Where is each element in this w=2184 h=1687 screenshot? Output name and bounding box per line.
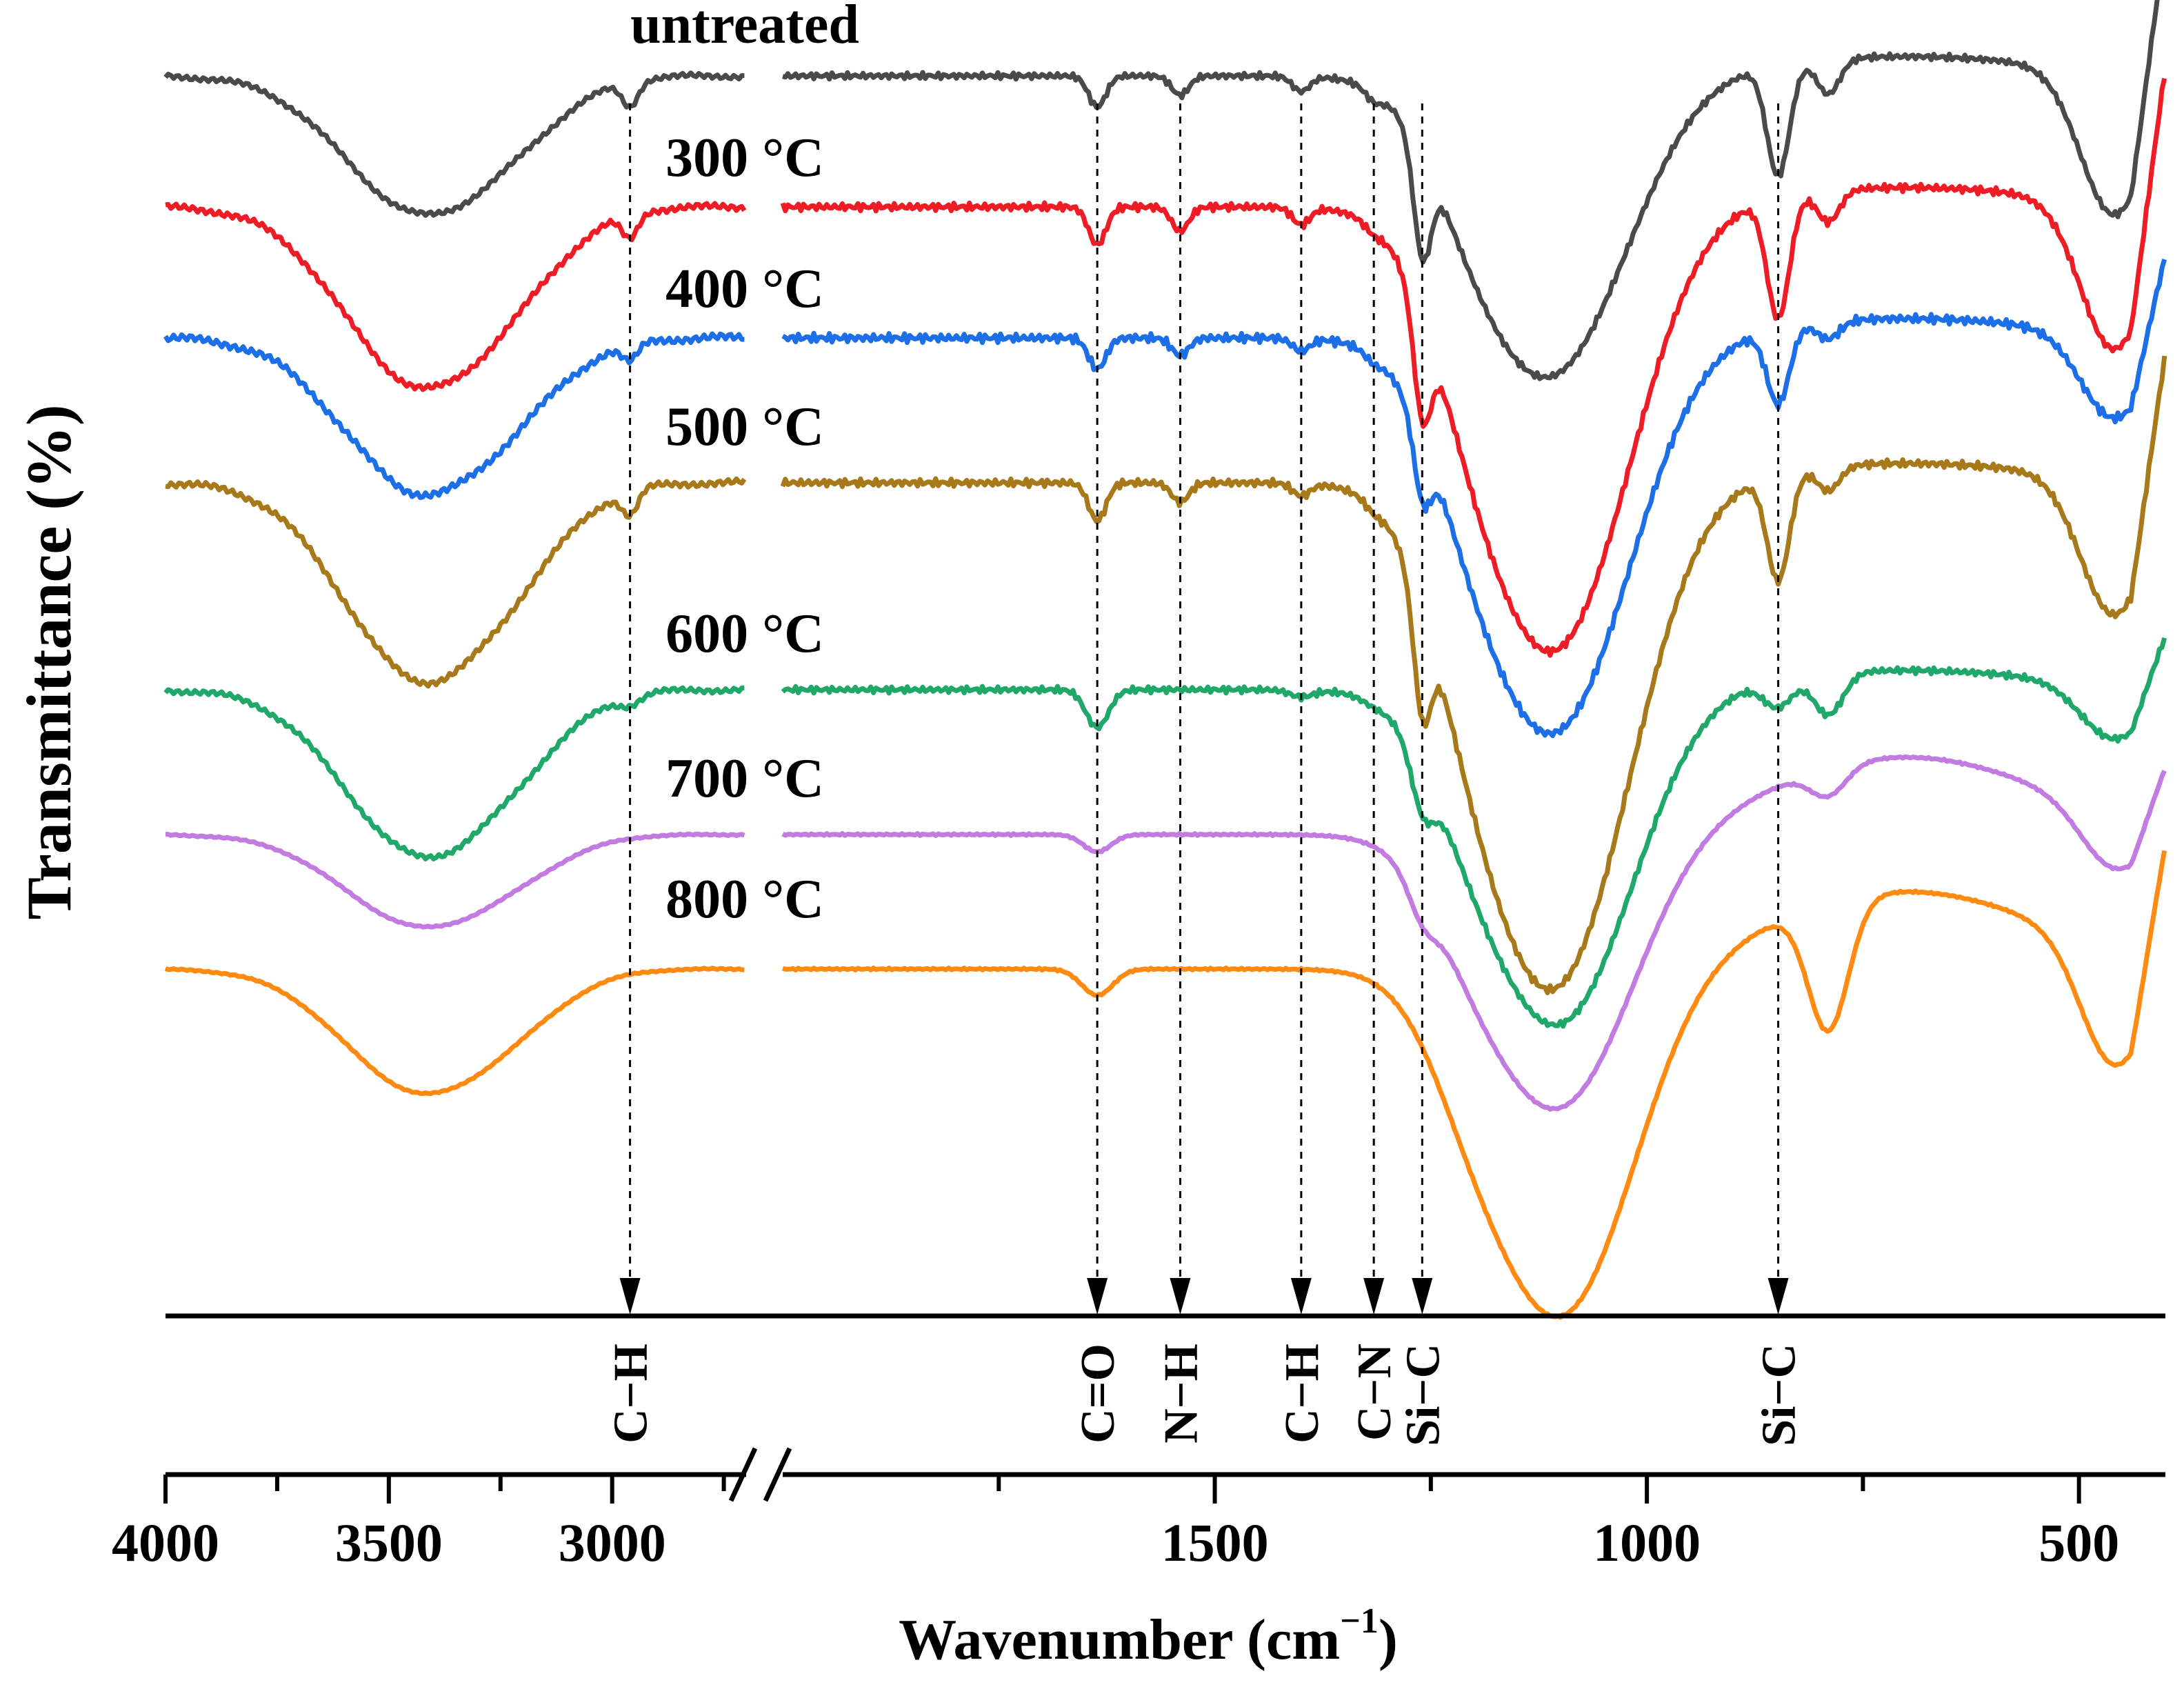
series-700-c-high-segment: [166, 831, 745, 930]
series-600-c-high-segment: [163, 685, 745, 861]
series-400-c-high-segment: [163, 331, 745, 500]
band-label-si-c-6: Si−C: [1753, 1344, 1806, 1446]
series-labels: untreated 300 °C 400 °C 500 °C 600 °C 700 °C 8…: [630, 0, 859, 930]
x-tick-label-1000: 1000: [1593, 1513, 1701, 1573]
band-arrow-1: [1087, 1278, 1108, 1315]
x-axis-label: Wavenumber (cm−1): [899, 1601, 1398, 1672]
series-label-700-c: 700 °C: [665, 748, 824, 809]
band-label-c-h-0: C−H: [605, 1344, 658, 1444]
x-tick-label-3500: 3500: [335, 1513, 443, 1573]
series-500-c-low-segment: [780, 355, 2167, 995]
axes: 4000 3500 3000 1500 1000 500: [112, 1313, 2165, 1573]
series-label-500-c: 500 °C: [665, 397, 824, 457]
band-arrow-6: [1767, 1278, 1789, 1315]
band-label-c-o-1: C=O: [1072, 1344, 1125, 1444]
band-label-si-c-5: Si−C: [1396, 1344, 1450, 1446]
band-label-c-n-4: C−N: [1348, 1344, 1401, 1441]
axis-break-mark-2: [763, 1447, 792, 1502]
series-label-untreated: untreated: [630, 0, 859, 55]
x-tick-label-4000: 4000: [112, 1513, 219, 1573]
series-400-c-low-segment: [781, 259, 2167, 739]
x-axis-label-main: Wavenumber (cm: [899, 1608, 1340, 1672]
series-700-c-low-segment: [781, 754, 2167, 1112]
series-800-c-low-segment: [781, 850, 2167, 1320]
x-tick-label-1500: 1500: [1161, 1513, 1269, 1573]
band-arrow-0: [619, 1278, 641, 1315]
spectra-curves: [163, 0, 2167, 1320]
series-label-300-c: 300 °C: [665, 128, 824, 188]
x-tick-label-3000: 3000: [559, 1513, 666, 1573]
x-tick-label-500: 500: [2038, 1513, 2119, 1573]
series-300-c-high-segment: [165, 201, 747, 392]
series-500-c-high-segment: [165, 476, 747, 689]
series-label-400-c: 400 °C: [665, 259, 824, 319]
series-600-c-low-segment: [781, 637, 2167, 1029]
series-untreated-high-segment: [163, 70, 745, 218]
band-arrow-2: [1170, 1278, 1191, 1315]
series-label-600-c: 600 °C: [665, 603, 824, 664]
series-800-c-high-segment: [164, 966, 745, 1097]
x-axis-label-sup: −1: [1340, 1601, 1379, 1641]
band-arrow-5: [1412, 1278, 1433, 1315]
series-label-800-c: 800 °C: [665, 869, 824, 930]
axis-break-mark-1: [728, 1447, 758, 1502]
band-arrow-3: [1290, 1278, 1312, 1315]
series-untreated-low-segment: [782, 0, 2160, 381]
band-arrow-4: [1363, 1278, 1385, 1315]
band-markers: C−H C=O N−H C−H C−NSi−C Si−C: [605, 103, 1806, 1446]
x-axis-label-end: ): [1379, 1608, 1398, 1672]
y-axis-label: Transmittance (%): [14, 405, 84, 920]
series-300-c-low-segment: [780, 77, 2167, 658]
band-label-n-h-2: N−H: [1154, 1344, 1208, 1444]
band-label-c-h-3: C−H: [1276, 1344, 1329, 1444]
